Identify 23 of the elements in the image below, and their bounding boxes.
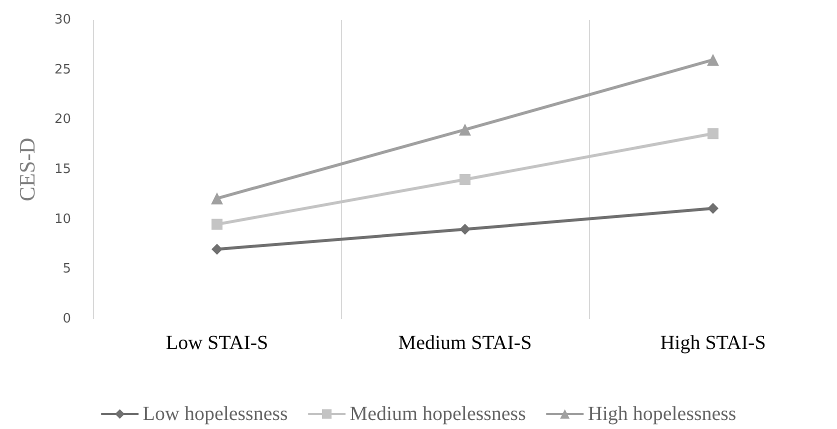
legend-label: Low hopelessness	[142, 403, 288, 425]
point	[212, 244, 222, 255]
y-tick-label: 0	[62, 312, 71, 326]
point	[460, 174, 470, 185]
y-axis-title: CES-D	[14, 138, 40, 202]
point	[460, 224, 470, 235]
y-tick-label: 10	[54, 212, 71, 227]
x-tick-label: High STAI-S	[660, 332, 766, 354]
y-tick-label: 15	[54, 162, 71, 177]
legend-label: High hopelessness	[588, 403, 736, 425]
point	[708, 128, 718, 140]
y-tick-label: 25	[54, 62, 71, 78]
legend-label: Medium hopelessness	[350, 403, 526, 425]
y-tick-label: 5	[62, 262, 71, 277]
y-tick-label: 30	[54, 12, 71, 28]
point	[708, 202, 718, 214]
point	[212, 218, 222, 230]
point	[459, 124, 471, 136]
point	[707, 54, 719, 66]
x-tick-label: Low STAI-S	[166, 332, 268, 354]
point	[211, 192, 223, 204]
y-tick-label: 20	[54, 112, 71, 128]
x-tick-label: Medium STAI-S	[398, 332, 532, 354]
